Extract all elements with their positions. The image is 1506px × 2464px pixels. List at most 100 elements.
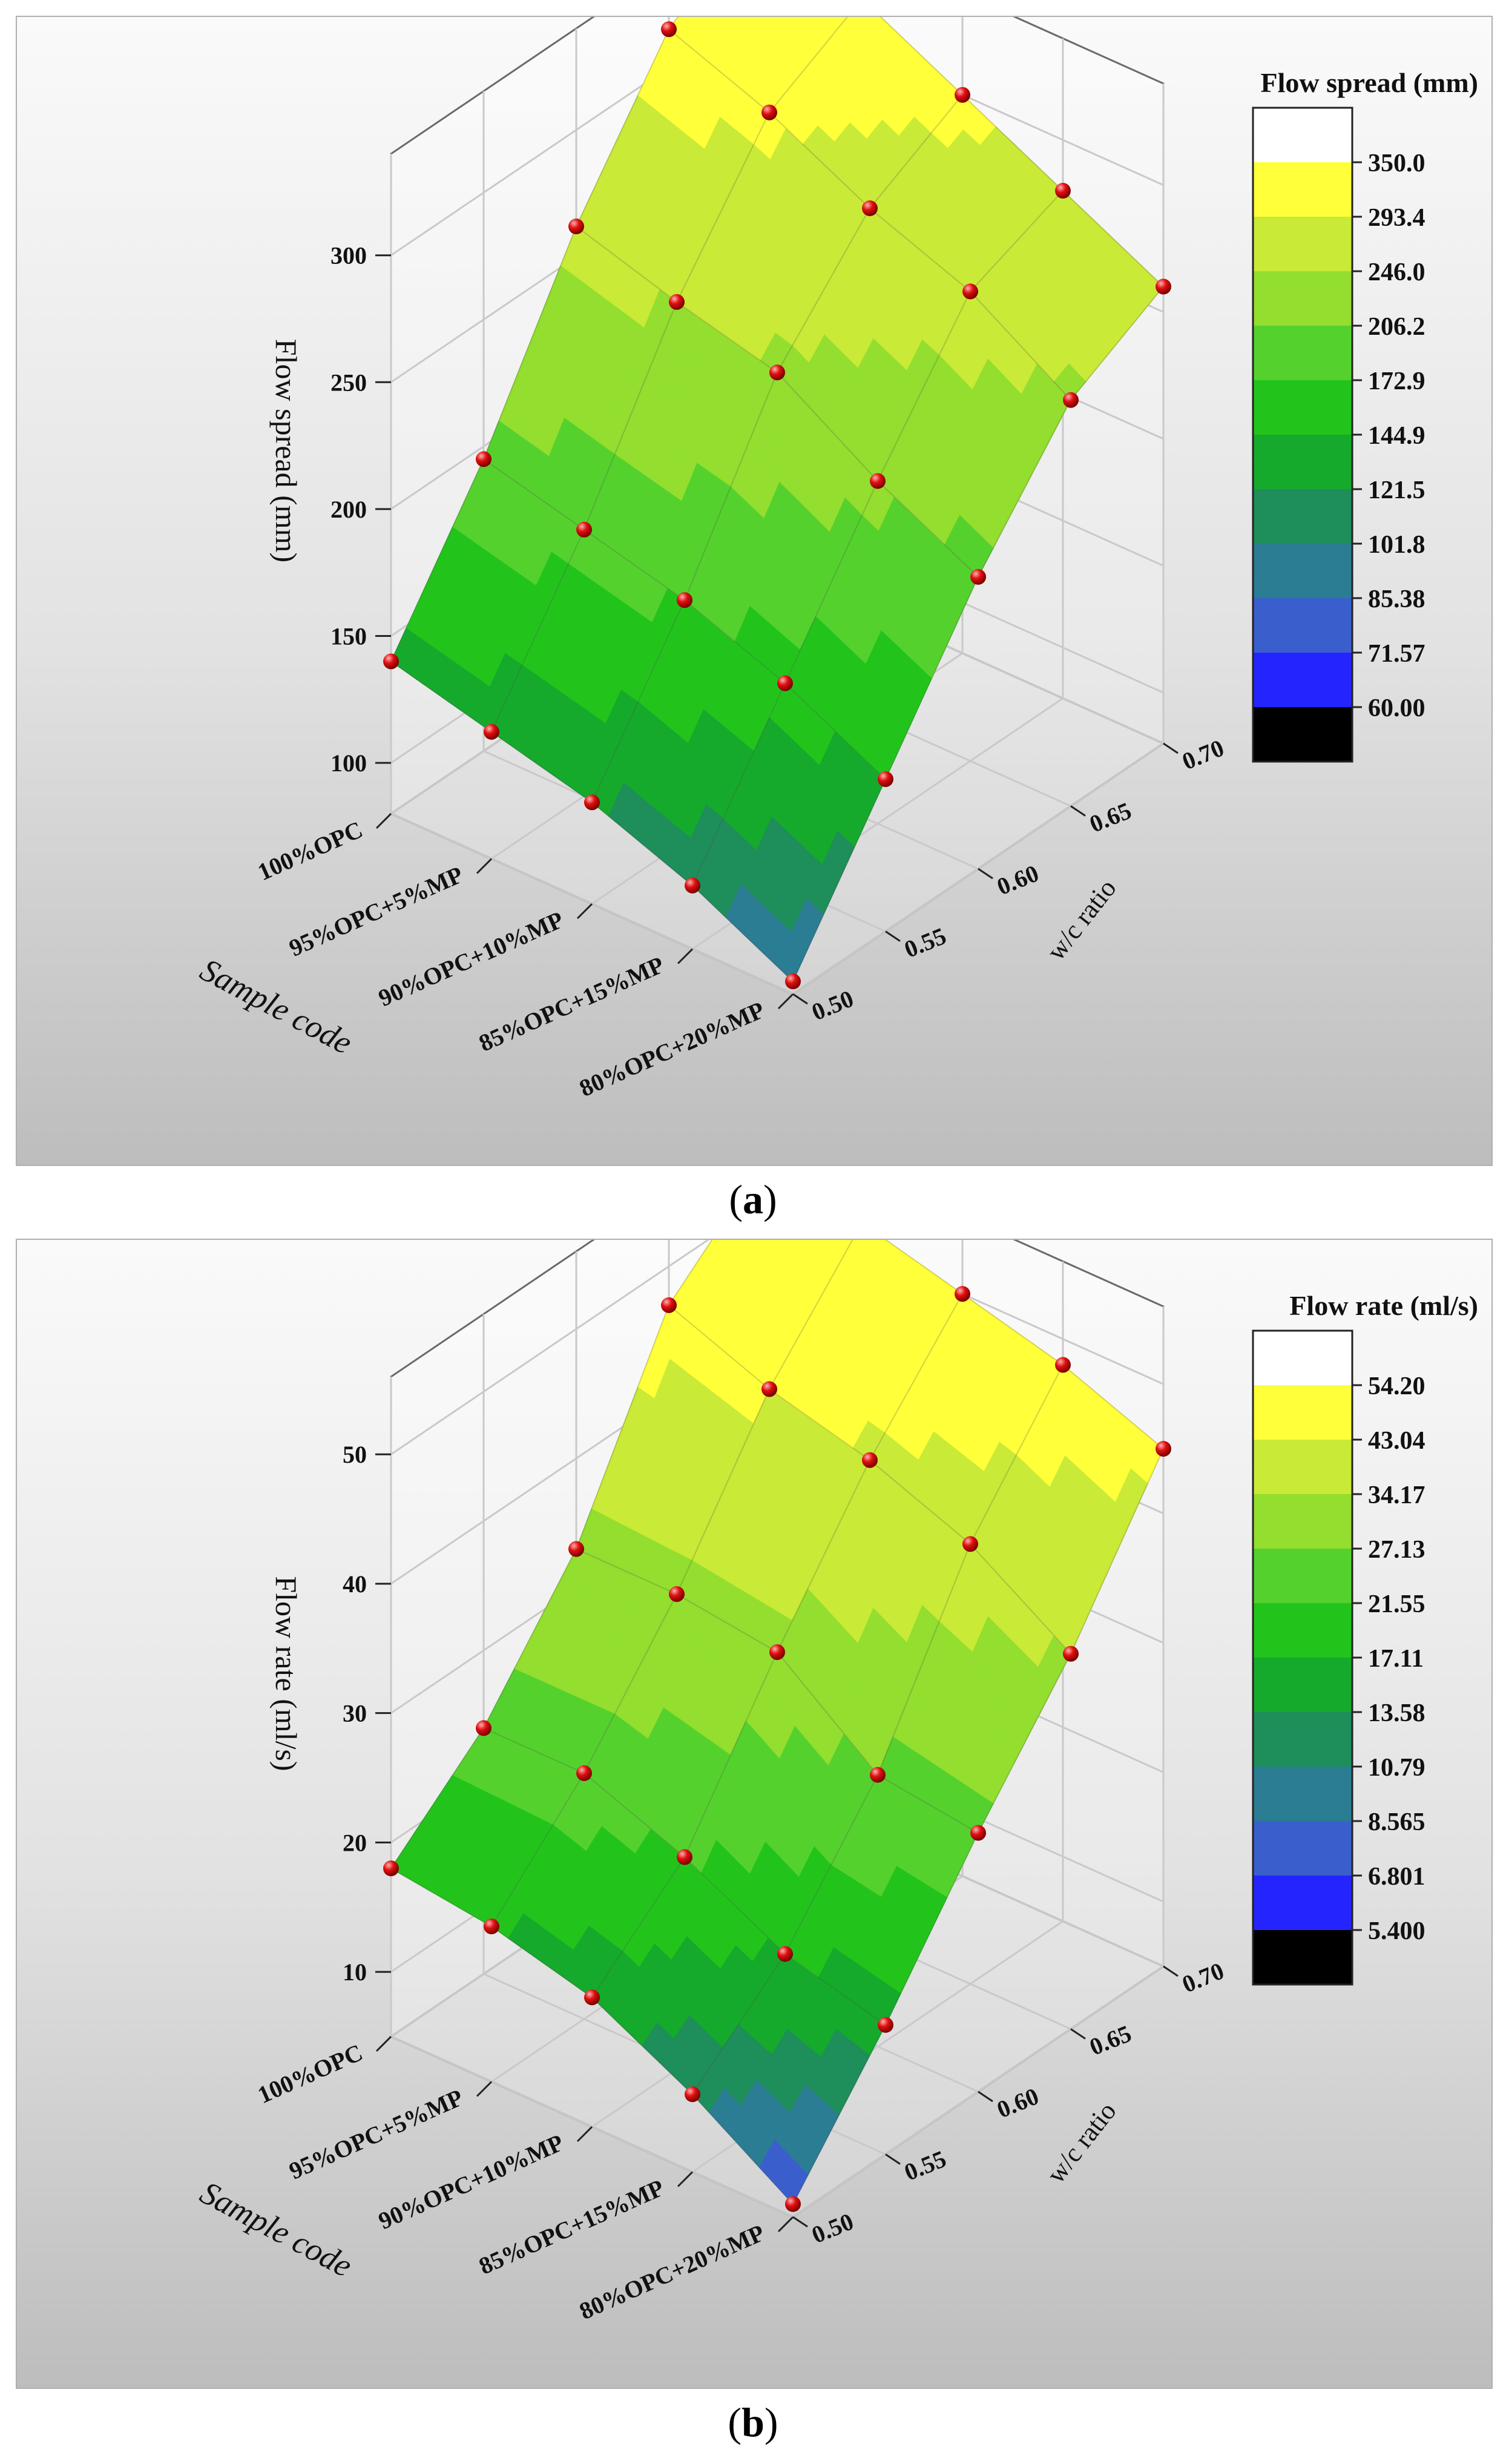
colorbar-swatch [1253,162,1352,217]
panel-label-a: (a) [729,1176,777,1222]
data-point [769,1644,785,1660]
data-point [862,200,878,217]
x-tick-label: 80%OPC+20%MP [575,2219,768,2325]
data-point [1156,278,1171,295]
surface [390,17,1164,983]
data-point [955,87,970,103]
colorbar-label: 13.58 [1368,1699,1425,1727]
colorbar-swatch [1253,217,1352,271]
data-point [484,723,499,740]
data-point [568,219,584,234]
z-tick-label: 150 [330,623,367,650]
colorbar-swatch [1253,1603,1352,1658]
colorbar-swatch [1253,1930,1352,1985]
y-tick-mark [885,931,901,942]
data-point [568,1541,584,1557]
data-point [661,21,677,38]
data-point [669,1586,685,1603]
z-ticks: 100 150 200 250 300 [330,242,391,777]
surface [390,1240,1164,2205]
colorbar-label: 85.38 [1368,585,1425,613]
data-point [878,771,893,787]
chart-panel-a: 100 150 200 250 300 Flow spread (mm) 100%OPC 95… [16,16,1493,1166]
data-point [870,473,886,489]
colorbar-swatch [1253,1549,1352,1603]
data-point [576,521,592,538]
x-tick-mark [677,2171,694,2187]
colorbar: Flow spread (mm) 60.00 71.57 85.38 101.8 121.… [1252,67,1478,763]
x-tick-label: 100%OPC [254,815,367,886]
colorbar-swatch [1253,1440,1352,1494]
x-tick-label: 85%OPC+15%MP [475,2174,668,2280]
x-tick-label: 80%OPC+20%MP [575,996,768,1102]
colorbar-swatch [1253,326,1352,380]
colorbar-label: 172.9 [1368,367,1425,395]
y-tick-label: 0.65 [1086,2020,1136,2061]
x-tick-label: 85%OPC+15%MP [475,951,668,1057]
data-point [761,104,777,120]
colorbar-label: 206.2 [1368,313,1425,341]
colorbar-swatch [1253,380,1352,435]
colorbar-label: 54.20 [1368,1372,1425,1400]
x-tick-label: 95%OPC+5%MP [285,861,467,962]
colorbar-title: Flow spread (mm) [1261,67,1478,98]
y-axis-title: w/c ratio [1041,2097,1122,2189]
data-point [484,1919,499,1935]
colorbar-label: 60.00 [1368,694,1425,722]
colorbar-swatch [1253,1385,1352,1440]
z-tick-label: 30 [343,1700,367,1727]
data-point [962,1536,978,1552]
x-tick-label: 90%OPC+10%MP [374,2129,567,2235]
data-point [878,2017,893,2033]
y-tick-label: 0.60 [993,859,1043,900]
data-point [383,1860,399,1877]
colorbar-label: 246.0 [1368,259,1425,286]
z-axis-title: Flow rate (ml/s) [269,1576,303,1771]
surface-chart-a: 100 150 200 250 300 Flow spread (mm) 100%OPC95… [194,17,1478,1102]
colorbar-label: 350.0 [1368,150,1425,177]
colorbar-title: Flow rate (ml/s) [1289,1290,1478,1321]
colorbar-label: 71.57 [1368,640,1425,668]
panel-label-b: (b) [728,2399,778,2445]
colorbar-swatch [1253,653,1352,707]
z-tick-label: 10 [343,1958,367,1986]
data-point [970,1825,986,1841]
data-point [970,568,986,585]
x-tick-mark [677,948,694,964]
z-tick-label: 200 [330,496,367,523]
z-tick-label: 100 [330,749,367,777]
data-point [1063,1645,1079,1662]
data-point [383,653,399,670]
colorbar-swatch [1253,271,1352,326]
z-tick-label: 250 [330,369,367,396]
x-tick-mark [375,812,392,829]
colorbar-swatch [1253,598,1352,653]
data-point [761,1381,777,1397]
colorbar-label: 5.400 [1368,1917,1425,1945]
colorbar-label: 8.565 [1368,1808,1425,1836]
data-point [476,1720,492,1736]
colorbar-swatch [1253,707,1352,762]
colorbar-label: 144.9 [1368,422,1425,450]
data-point [962,283,978,300]
y-tick-mark [1163,742,1179,754]
x-tick-mark [576,903,593,920]
colorbar-swatch [1253,1876,1352,1930]
data-point [1063,392,1079,408]
data-point [777,1946,793,1962]
colorbar-swatch [1253,1821,1352,1876]
data-point [955,1286,970,1302]
x-tick-mark [375,2035,392,2052]
x-axis-title: Sample code [194,951,358,1061]
z-tick-label: 300 [330,242,367,269]
colorbar-label: 21.55 [1368,1590,1425,1618]
colorbar-swatch [1253,1331,1352,1385]
colorbar-label: 101.8 [1368,531,1425,559]
colorbar-label: 121.5 [1368,476,1425,504]
data-point [584,794,600,811]
data-point [1156,1441,1171,1457]
colorbar-label: 34.17 [1368,1481,1425,1509]
data-point [685,877,700,894]
data-point [870,1767,886,1783]
y-tick-label: 0.55 [901,2145,950,2186]
